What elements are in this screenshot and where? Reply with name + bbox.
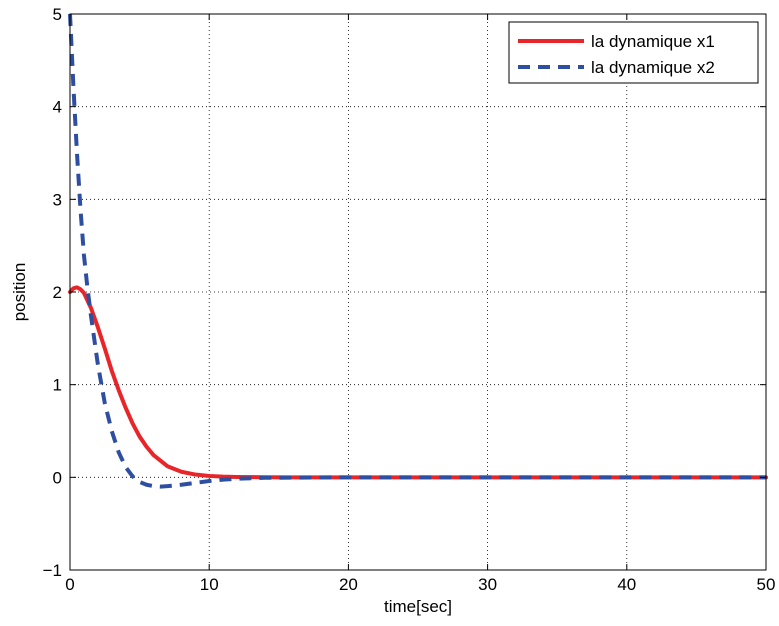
x-tick-label: 0 (65, 575, 74, 594)
y-tick-label: 4 (53, 98, 62, 117)
y-tick-label: −1 (43, 561, 62, 580)
y-tick-label: 3 (53, 190, 62, 209)
y-tick-label: 5 (53, 5, 62, 24)
x-tick-label: 20 (339, 575, 358, 594)
y-tick-label: 1 (53, 376, 62, 395)
legend-box (508, 21, 759, 84)
y-tick-label: 0 (53, 468, 62, 487)
ticks (69, 13, 767, 571)
x-tick-label: 40 (617, 575, 636, 594)
y-tick-label: 2 (53, 283, 62, 302)
x-axis-label: time[sec] (384, 597, 452, 616)
x-tick-label: 10 (200, 575, 219, 594)
legend-label-x1: la dynamique x1 (591, 32, 715, 51)
legend-label-x2: la dynamique x2 (591, 58, 715, 77)
x-tick-label: 50 (757, 575, 776, 594)
series-line-x2 (68, 13, 766, 489)
x-tick-label: 30 (478, 575, 497, 594)
y-axis-label: position (10, 263, 29, 322)
series-group (68, 13, 768, 489)
legend: la dynamique x1 la dynamique x2 (508, 21, 759, 84)
